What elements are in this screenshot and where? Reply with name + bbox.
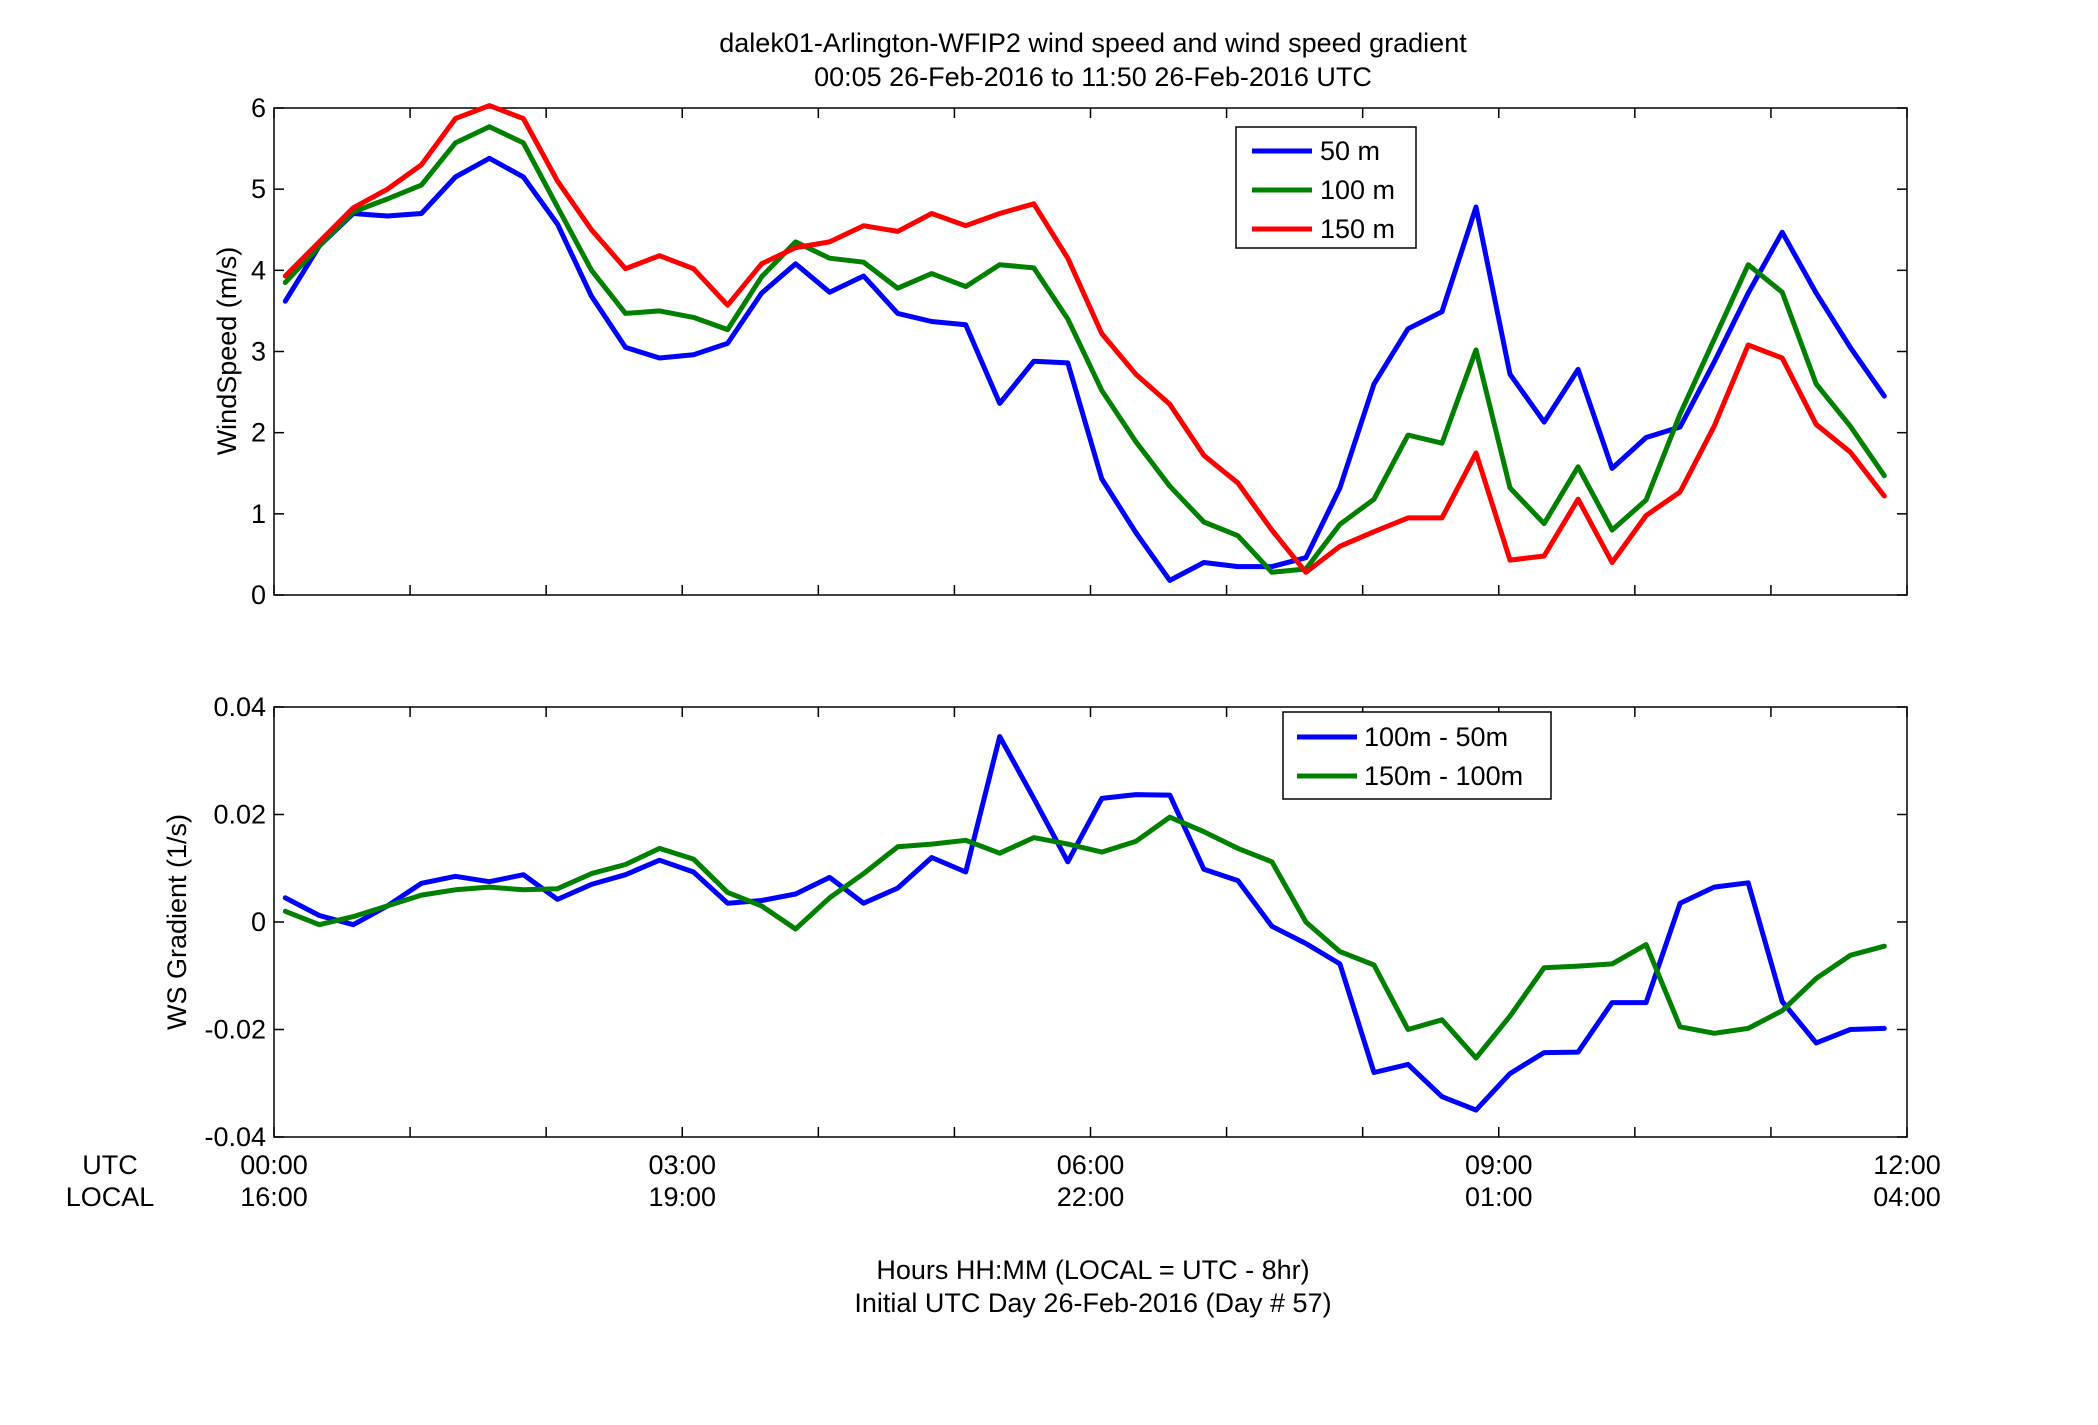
grad-ytick-label: 0.02 <box>213 800 266 830</box>
ws-ytick-label: 1 <box>251 499 266 529</box>
ws-series-150-m <box>282 103 1887 575</box>
ws-ytick-label: 4 <box>251 255 266 285</box>
x-tick-label-local: 01:00 <box>1465 1182 1533 1212</box>
ws-ytick-label: 0 <box>251 580 266 610</box>
ws-gradient-legend: 100m - 50m 150m - 100m <box>1282 711 1552 800</box>
ws-ytick-label: 3 <box>251 337 266 367</box>
x-tick-label-local: 22:00 <box>1057 1182 1125 1212</box>
x-tick-label-local: 16:00 <box>240 1182 308 1212</box>
ws-gradient-lines <box>282 734 1887 1113</box>
grad-ytick-label: -0.02 <box>204 1015 266 1045</box>
figure-title-line2: 00:05 26-Feb-2016 to 11:50 26-Feb-2016 U… <box>814 62 1372 92</box>
x-tick-label-utc: 03:00 <box>648 1150 716 1180</box>
ws-gradient-axes-box <box>273 706 1908 1138</box>
grad-series-100m-50m <box>282 734 1887 1113</box>
row-label-local: LOCAL <box>66 1182 155 1212</box>
ws-ytick-label: 6 <box>251 93 266 123</box>
wind-speed-axes-box <box>273 107 1908 596</box>
footer-line2: Initial UTC Day 26-Feb-2016 (Day # 57) <box>854 1288 1331 1318</box>
x-tick-label-utc: 09:00 <box>1465 1150 1533 1180</box>
legend-label-100m: 100 m <box>1320 175 1395 205</box>
x-tick-label-local: 19:00 <box>648 1182 716 1212</box>
grad-series-150m-100m <box>282 814 1887 1061</box>
x-tick-label-utc: 00:00 <box>240 1150 308 1180</box>
x-tick-label-utc: 12:00 <box>1873 1150 1941 1180</box>
ws-series-50-m <box>282 155 1887 583</box>
legend-label-100m-50m: 100m - 50m <box>1364 722 1508 752</box>
wind-speed-ticks: 0 1 2 3 4 5 6 <box>251 93 1908 610</box>
ws-series-100-m <box>282 124 1887 575</box>
legend-label-50m: 50 m <box>1320 136 1380 166</box>
grad-ytick-label: -0.04 <box>204 1122 266 1152</box>
wind-speed-ylabel: WindSpeed (m/s) <box>212 247 242 456</box>
legend-label-150m-100m: 150m - 100m <box>1364 761 1523 791</box>
legend-label-150m: 150 m <box>1320 214 1395 244</box>
x-tick-label-local: 04:00 <box>1873 1182 1941 1212</box>
grad-ytick-label: 0.04 <box>213 692 266 722</box>
wind-speed-panel: 0 1 2 3 4 5 6 WindSpeed (m/s) 50 m 100 m 150 m <box>212 93 1908 610</box>
ws-ytick-label: 2 <box>251 418 266 448</box>
x-tick-label-utc: 06:00 <box>1057 1150 1125 1180</box>
ws-gradient-legend-box <box>1282 711 1552 800</box>
footer-line1: Hours HH:MM (LOCAL = UTC - 8hr) <box>876 1255 1309 1285</box>
figure-title-line1: dalek01-Arlington-WFIP2 wind speed and w… <box>719 28 1467 58</box>
ws-ytick-label: 5 <box>251 174 266 204</box>
ws-gradient-ylabel: WS Gradient (1/s) <box>162 814 192 1030</box>
row-label-utc: UTC <box>82 1150 138 1180</box>
wind-speed-legend: 50 m 100 m 150 m <box>1235 126 1417 249</box>
grad-ytick-label: 0 <box>251 907 266 937</box>
wind-speed-lines <box>282 103 1887 583</box>
